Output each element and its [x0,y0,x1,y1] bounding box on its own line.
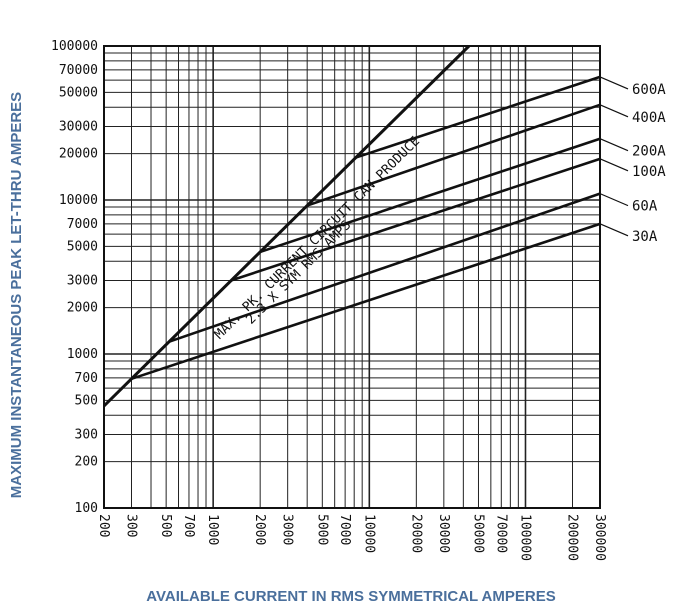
series-line-600A [355,75,601,159]
x-tick-label: 5000 [314,514,329,545]
series-line-60A [168,192,601,344]
y-axis-label: MAXIMUM INSTANTANEOUS PEAK LET-THRU AMPE… [8,92,25,498]
series-label-600A: 600A [632,82,666,98]
x-tick-label: 50000 [470,514,485,553]
x-tick-label: 300 [123,514,138,537]
y-tick-label: 100000 [51,39,98,54]
series-leader-400A [599,104,629,118]
x-tick-label: 1000 [205,514,220,545]
y-tick-label: 50000 [59,85,98,100]
x-tick-label: 500 [158,514,173,537]
y-tick-label: 100 [75,501,98,516]
y-tick-label: 1000 [67,347,98,362]
y-tick-label: 10000 [59,193,98,208]
x-tick-label: 70000 [493,514,508,553]
x-tick-label: 200000 [565,514,580,561]
x-tick-label: 30000 [436,514,451,553]
tick-labels: 1002003005007001000200030005000700010000… [51,39,607,561]
series-label-60A: 60A [632,199,658,215]
annotation-line-1: MAX. PK. CURRENT CIRCUIT CAN PRODUCE [212,134,423,343]
x-tick-label: 10000 [361,514,376,553]
series-line-200A [259,137,601,254]
x-tick-label: 200 [96,514,111,537]
max-current-annotation: MAX. PK. CURRENT CIRCUIT CAN PRODUCE 2.3… [212,134,423,343]
y-tick-label: 7000 [67,217,98,232]
y-tick-label: 20000 [59,147,98,162]
series-label-30A: 30A [632,229,658,245]
x-tick-label: 3000 [280,514,295,545]
y-tick-label: 5000 [67,239,98,254]
series-leader-30A [599,223,629,237]
series-leader-200A [599,138,629,152]
y-tick-label: 3000 [67,274,98,289]
series-label-200A: 200A [632,144,666,160]
y-tick-label: 300 [75,428,98,443]
series-line-100A [230,157,601,282]
series-lines: 600A 400A 200A 100A 60A 30A [104,44,666,408]
y-tick-label: 200 [75,455,98,470]
y-tick-label: 70000 [59,63,98,78]
series-label-400A: 400A [632,110,666,126]
x-tick-label: 2000 [252,514,267,545]
plot-frame [103,45,601,509]
series-label-100A: 100A [632,164,666,180]
x-tick-label: 300000 [592,514,607,561]
y-tick-label: 2000 [67,301,98,316]
y-tick-label: 30000 [59,120,98,135]
x-tick-label: 700 [181,514,196,537]
x-tick-label: 100000 [517,514,532,561]
series-leader-600A [599,76,629,90]
series-leader-100A [599,158,629,172]
grid [103,45,601,509]
y-tick-label: 500 [75,393,98,408]
x-tick-label: 7000 [337,514,352,545]
series-line-400A [306,103,601,207]
x-axis-label: AVAILABLE CURRENT IN RMS SYMMETRICAL AMP… [146,588,555,605]
series-leader-60A [599,193,629,207]
max-current-line [104,44,471,408]
series-line-30A [131,222,601,381]
y-tick-label: 700 [75,371,98,386]
x-tick-label: 20000 [408,514,423,553]
